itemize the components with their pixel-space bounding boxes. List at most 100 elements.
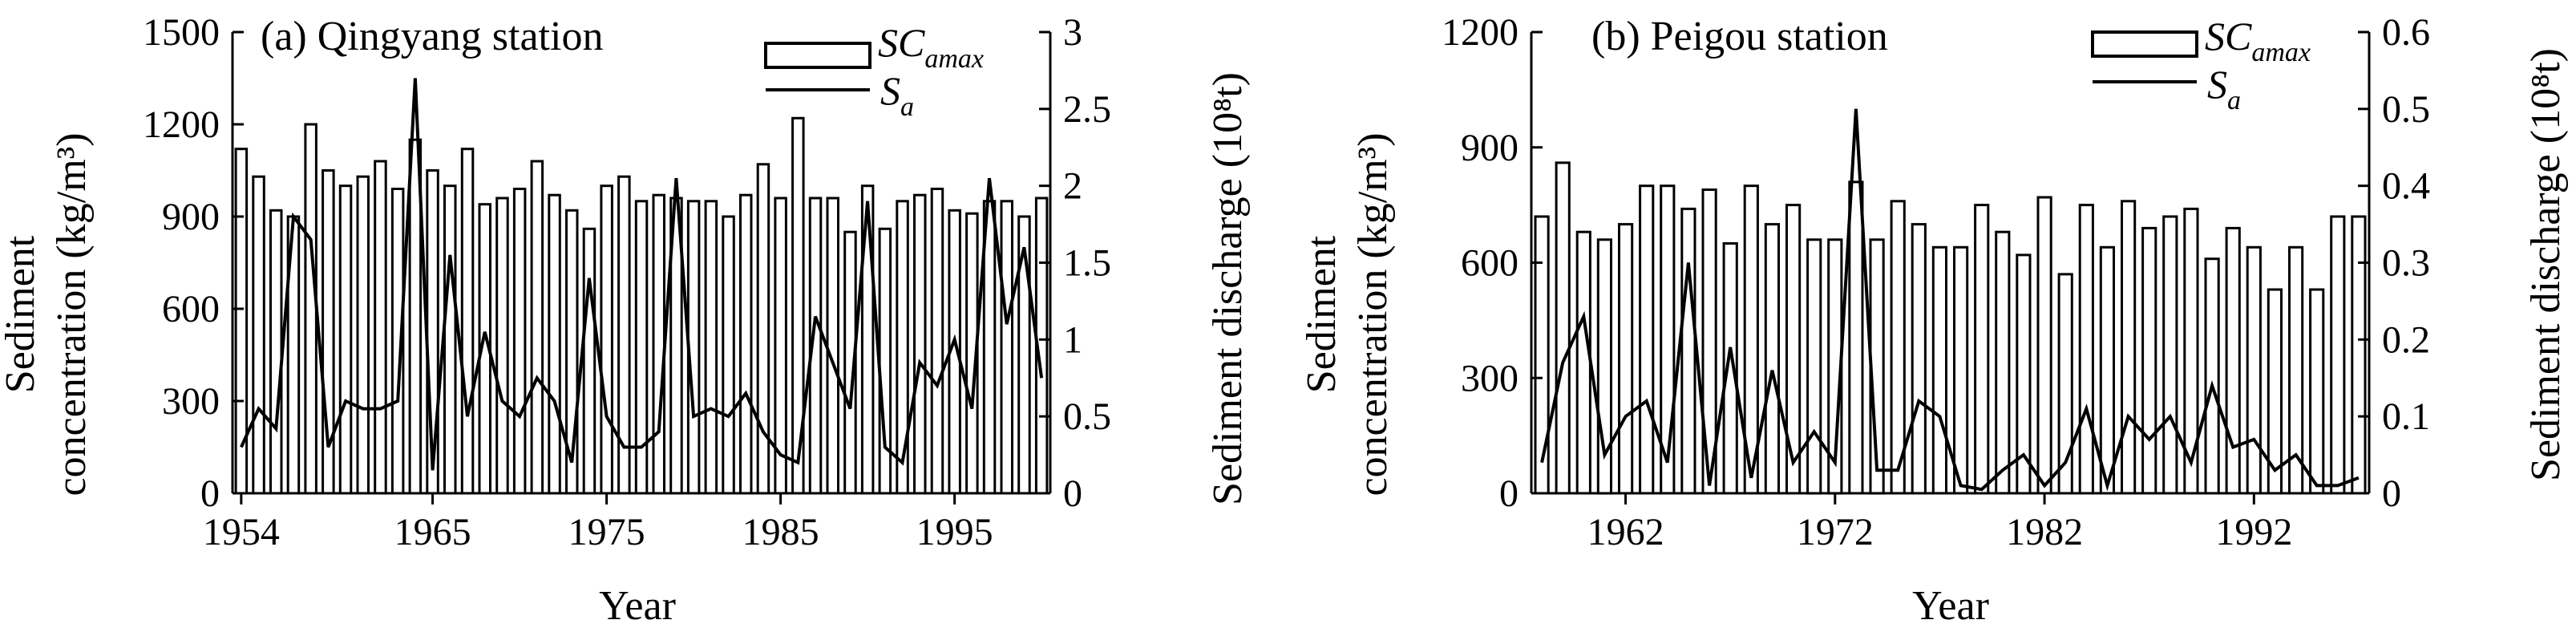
y-right-tick-label: 0.2 (2382, 318, 2430, 361)
y-left-tick-label: 1500 (143, 11, 220, 54)
y-left-tick-label: 900 (1461, 127, 1519, 169)
panel-title: (a) Qingyang station (261, 14, 603, 59)
bar-1970 (1785, 204, 1802, 495)
x-axis-title: Year (599, 583, 676, 628)
y-right-tick-label: 0.6 (2382, 11, 2430, 54)
bar-1977 (1931, 245, 1948, 495)
y-axis-title-left-line1: Sediment (0, 235, 43, 393)
bar-1960 (1575, 230, 1591, 495)
y-right-tick-label: 0.1 (2382, 395, 2430, 438)
bar-1981 (704, 200, 718, 495)
sa-line (1540, 108, 2360, 492)
y-left-tick-label: 900 (162, 196, 220, 238)
panel-peigou: (b) Peigou station Year Sediment concent… (1299, 11, 2569, 628)
bar-1987 (2141, 226, 2157, 495)
bar-1988 (826, 197, 839, 495)
y-right-tick-label: 0.4 (2382, 165, 2430, 208)
bar-1976 (1911, 223, 1927, 495)
bar-1991 (878, 227, 892, 495)
bar-1991 (2225, 226, 2241, 495)
y-axis-title-right: Sediment discharge (10⁸t) (1205, 72, 1251, 505)
bar-1958 (304, 123, 317, 495)
line-series (240, 78, 1044, 471)
bar-1966 (443, 184, 457, 495)
bar-1973 (1848, 180, 1864, 495)
y-right-tick-label: 0 (2382, 472, 2401, 515)
x-tick-label: 1965 (394, 511, 471, 553)
y-axis-title-left-line2: concentration (kg/m³) (1350, 132, 1396, 496)
legend-line-label: Sa (2207, 62, 2241, 115)
bar-1980 (1995, 230, 2011, 495)
bar-1960 (338, 184, 353, 495)
bar-1971 (530, 160, 544, 495)
y-left-tick-label: 300 (1461, 357, 1519, 399)
bar-1993 (913, 193, 927, 495)
bar-1979 (1974, 204, 1990, 495)
bar-1994 (930, 188, 944, 495)
legend: SCamax Sa (764, 20, 984, 122)
bar-1998 (1000, 200, 1013, 495)
bar-1955 (252, 175, 265, 495)
bar-1962 (1618, 223, 1634, 495)
bar-1985 (2099, 245, 2116, 495)
bar-1969 (495, 197, 509, 495)
bar-1974 (582, 227, 596, 495)
bar-1958 (1534, 215, 1550, 495)
x-tick-label: 1962 (1587, 511, 1664, 553)
y-axis-title-left-line1: Sediment (1299, 235, 1345, 393)
bars (234, 116, 1049, 495)
legend-bar-label: SCamax (878, 20, 984, 74)
y-left-tick-label: 0 (1499, 472, 1519, 515)
y-axis-title-left-line2: concentration (kg/m³) (49, 132, 95, 496)
bar-1983 (739, 193, 753, 495)
y-right-tick-label: 0.3 (2382, 242, 2430, 285)
legend: SCamax Sa (2091, 14, 2311, 115)
x-tick-label: 1972 (1797, 511, 1874, 553)
line-series (1540, 108, 2360, 492)
bar-1982 (2036, 196, 2052, 495)
axes: 0 300 600 900 1200 0 0.1 0.2 0.3 0.4 0.5 0.6 1962 197… (1442, 11, 2430, 553)
legend-line-label: Sa (880, 68, 914, 122)
axes: 0 300 600 900 1200 1500 0 0.5 1 1.5 2 2.5 3 1954 1965 1… (143, 11, 1111, 553)
bar-1992 (2246, 245, 2262, 495)
legend-bar-swatch (2091, 30, 2198, 58)
y-right-tick-label: 0.5 (2382, 88, 2430, 131)
bar-1969 (1764, 223, 1781, 495)
x-axis-title: Year (1912, 583, 1989, 628)
bar-1975 (600, 184, 613, 495)
bar-1959 (1555, 161, 1571, 495)
y-left-tick-label: 0 (200, 472, 220, 515)
bar-1963 (1639, 184, 1655, 495)
y-right-tick-label: 0 (1063, 472, 1082, 515)
y-right-tick-label: 2.5 (1063, 88, 1111, 131)
bar-1986 (2121, 200, 2137, 495)
bar-1961 (356, 175, 370, 495)
legend-bar-label: SCamax (2205, 14, 2311, 67)
x-tick-label: 1954 (203, 511, 280, 553)
bar-1995 (2309, 288, 2325, 495)
x-tick-label: 1982 (2006, 511, 2083, 553)
bar-1975 (1890, 200, 1906, 495)
x-tick-label: 1985 (742, 511, 819, 553)
y-axis-title-right: Sediment discharge (10⁸t) (2523, 48, 2569, 481)
y-right-tick-label: 3 (1063, 11, 1082, 54)
bar-1982 (722, 215, 735, 495)
bar-1990 (2204, 257, 2220, 495)
panel-title: (b) Peigou station (1591, 14, 1888, 59)
x-tick-label: 1992 (2215, 511, 2292, 553)
bar-1984 (2078, 204, 2094, 495)
bar-1997 (2351, 215, 2367, 495)
bar-1977 (634, 200, 649, 495)
bar-1965 (1680, 207, 1696, 495)
bar-1971 (1806, 238, 1822, 495)
y-left-tick-label: 300 (162, 380, 220, 423)
panel-qingyang: (a) Qingyang station Year Sediment conce… (0, 11, 1251, 628)
bar-1970 (512, 188, 527, 495)
bar-1978 (652, 193, 665, 495)
y-right-tick-label: 1.5 (1063, 242, 1111, 285)
bar-1962 (374, 160, 387, 495)
y-right-tick-label: 2 (1063, 165, 1082, 208)
y-right-tick-label: 0.5 (1063, 395, 1111, 438)
y-left-tick-label: 1200 (143, 103, 220, 146)
